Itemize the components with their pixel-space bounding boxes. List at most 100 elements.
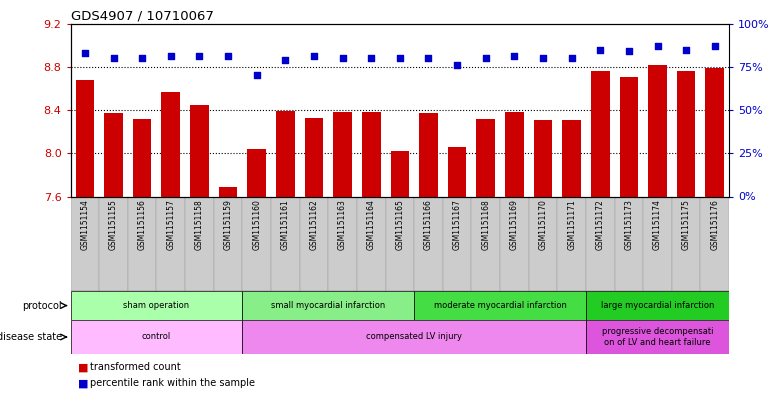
- Point: [307, 53, 320, 60]
- Point: [336, 55, 349, 61]
- Bar: [586, 320, 729, 354]
- Point: [537, 55, 550, 61]
- Text: GSM1151174: GSM1151174: [653, 199, 662, 250]
- Text: GSM1151175: GSM1151175: [681, 199, 691, 250]
- Bar: [299, 196, 328, 291]
- Bar: [562, 120, 581, 196]
- Point: [565, 55, 578, 61]
- Text: GSM1151166: GSM1151166: [424, 199, 433, 250]
- Bar: [75, 80, 94, 196]
- Text: transformed count: transformed count: [90, 362, 181, 373]
- Text: progressive decompensati
on of LV and heart failure: progressive decompensati on of LV and he…: [602, 327, 713, 347]
- Text: GSM1151159: GSM1151159: [223, 199, 233, 250]
- Text: GDS4907 / 10710067: GDS4907 / 10710067: [71, 9, 213, 22]
- Point: [365, 55, 377, 61]
- Text: GSM1151165: GSM1151165: [395, 199, 405, 250]
- Bar: [586, 291, 729, 320]
- Text: GSM1151156: GSM1151156: [138, 199, 147, 250]
- Text: GSM1151172: GSM1151172: [596, 199, 604, 250]
- Bar: [71, 196, 100, 291]
- Text: moderate myocardial infarction: moderate myocardial infarction: [434, 301, 567, 310]
- Bar: [157, 196, 185, 291]
- Text: sham operation: sham operation: [123, 301, 190, 310]
- Text: ■: ■: [78, 362, 89, 373]
- Bar: [471, 196, 500, 291]
- Bar: [414, 196, 443, 291]
- Text: ■: ■: [78, 378, 89, 388]
- Bar: [477, 119, 495, 196]
- Bar: [357, 196, 386, 291]
- Point: [680, 46, 692, 53]
- Point: [107, 55, 120, 61]
- Bar: [242, 291, 414, 320]
- Bar: [390, 151, 409, 196]
- Bar: [419, 113, 437, 196]
- Text: GSM1151155: GSM1151155: [109, 199, 118, 250]
- Point: [423, 55, 435, 61]
- Bar: [706, 68, 724, 196]
- Text: control: control: [142, 332, 171, 342]
- Bar: [534, 120, 552, 196]
- Text: GSM1151171: GSM1151171: [567, 199, 576, 250]
- Bar: [328, 196, 357, 291]
- Point: [709, 43, 721, 49]
- Bar: [219, 187, 238, 196]
- Bar: [271, 196, 299, 291]
- Bar: [214, 196, 242, 291]
- Text: GSM1151168: GSM1151168: [481, 199, 490, 250]
- Bar: [619, 77, 638, 196]
- Bar: [104, 113, 123, 196]
- Bar: [443, 196, 471, 291]
- Bar: [386, 196, 414, 291]
- Text: disease state: disease state: [0, 332, 62, 342]
- Text: GSM1151162: GSM1151162: [310, 199, 318, 250]
- Point: [193, 53, 205, 60]
- Text: GSM1151164: GSM1151164: [367, 199, 376, 250]
- Bar: [162, 92, 180, 196]
- Bar: [672, 196, 700, 291]
- Point: [78, 50, 91, 56]
- Point: [165, 53, 177, 60]
- Text: small myocardial infarction: small myocardial infarction: [271, 301, 386, 310]
- Bar: [591, 71, 610, 196]
- Bar: [448, 147, 466, 196]
- Text: protocol: protocol: [23, 301, 62, 310]
- Bar: [248, 149, 266, 196]
- Bar: [71, 291, 242, 320]
- Text: GSM1151163: GSM1151163: [338, 199, 347, 250]
- Bar: [505, 112, 524, 196]
- Bar: [190, 105, 209, 196]
- Text: GSM1151169: GSM1151169: [510, 199, 519, 250]
- Text: percentile rank within the sample: percentile rank within the sample: [90, 378, 255, 388]
- Text: GSM1151161: GSM1151161: [281, 199, 290, 250]
- Point: [594, 46, 607, 53]
- Bar: [71, 320, 242, 354]
- Text: GSM1151154: GSM1151154: [81, 199, 89, 250]
- Bar: [414, 291, 586, 320]
- Bar: [528, 196, 557, 291]
- Point: [652, 43, 664, 49]
- Bar: [242, 320, 586, 354]
- Bar: [643, 196, 672, 291]
- Bar: [677, 71, 695, 196]
- Bar: [132, 119, 151, 196]
- Bar: [242, 196, 271, 291]
- Bar: [333, 112, 352, 196]
- Bar: [500, 196, 528, 291]
- Text: GSM1151167: GSM1151167: [452, 199, 462, 250]
- Bar: [185, 196, 214, 291]
- Text: GSM1151170: GSM1151170: [539, 199, 547, 250]
- Text: compensated LV injury: compensated LV injury: [366, 332, 462, 342]
- Point: [622, 48, 635, 54]
- Point: [508, 53, 521, 60]
- Point: [279, 57, 292, 63]
- Text: GSM1151176: GSM1151176: [710, 199, 719, 250]
- Point: [394, 55, 406, 61]
- Bar: [305, 118, 323, 196]
- Bar: [648, 65, 667, 196]
- Point: [136, 55, 148, 61]
- Text: GSM1151173: GSM1151173: [624, 199, 633, 250]
- Bar: [700, 196, 729, 291]
- Text: GSM1151157: GSM1151157: [166, 199, 176, 250]
- Bar: [557, 196, 586, 291]
